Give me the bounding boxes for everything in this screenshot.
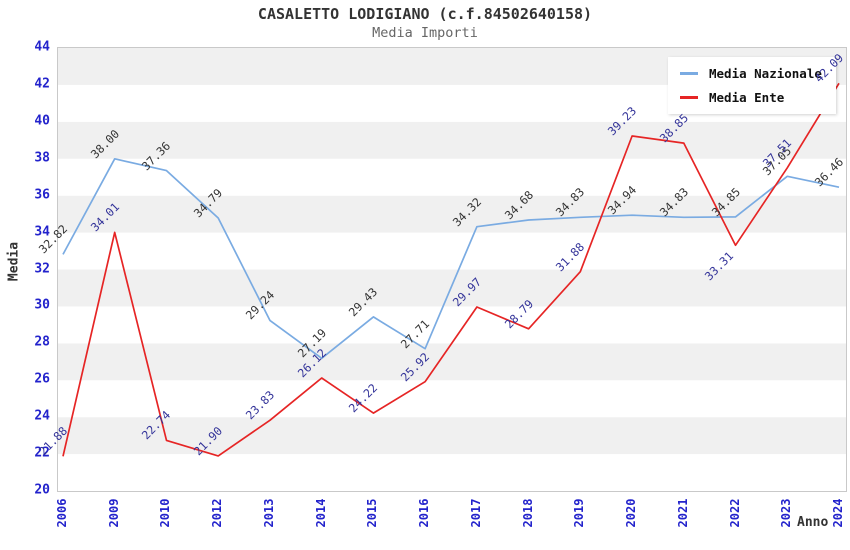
chart-subtitle: Media Importi <box>372 25 478 41</box>
x-tick-label: 2009 <box>106 498 121 528</box>
x-tick-label: 2017 <box>468 498 483 528</box>
y-axis-title: Media <box>6 241 22 282</box>
y-tick-label: 36 <box>34 187 50 203</box>
y-tick-label: 26 <box>34 371 50 387</box>
y-tick-label: 34 <box>34 224 50 240</box>
x-tick-label: 2018 <box>520 498 535 528</box>
grid-band <box>58 454 846 491</box>
x-tick-label: 2014 <box>313 498 328 528</box>
plot-area <box>57 47 847 492</box>
grid-band <box>58 158 846 196</box>
y-tick-label: 28 <box>34 334 50 350</box>
y-tick-label: 38 <box>34 150 50 166</box>
grid-band <box>58 417 846 455</box>
x-tick-label: 2023 <box>779 498 794 528</box>
x-tick-label: 2006 <box>55 498 69 528</box>
x-tick-label: 2013 <box>261 498 276 528</box>
grid-band <box>58 232 846 270</box>
x-axis-title: Anno <box>797 515 829 530</box>
media-ente-swatch <box>680 96 698 99</box>
legend: Media Nazionale Media Ente <box>668 57 836 114</box>
media-ente-line <box>62 82 840 457</box>
y-tick-label: 42 <box>34 76 50 92</box>
grid-band <box>58 195 846 233</box>
legend-item-media-nazionale: Media Nazionale <box>680 66 822 81</box>
y-tick-label: 24 <box>34 408 50 424</box>
x-tick-label: 2015 <box>365 498 380 528</box>
x-tick-label: 2016 <box>417 498 432 528</box>
plot-canvas <box>58 48 846 491</box>
y-tick-label: 44 <box>34 39 50 55</box>
media-ente-label: Media Ente <box>709 90 785 105</box>
media-nazionale-swatch <box>680 72 698 75</box>
y-tick-label: 30 <box>34 297 50 313</box>
x-tick-label: 2012 <box>210 498 225 528</box>
x-tick-label: 2024 <box>831 498 845 528</box>
y-tick-label: 32 <box>34 261 50 276</box>
y-tick-label: 22 <box>34 445 50 461</box>
legend-item-media-ente: Media Ente <box>680 90 822 105</box>
x-tick-label: 2022 <box>727 498 742 528</box>
x-tick-label: 2021 <box>675 498 690 528</box>
x-tick-label: 2010 <box>158 498 173 528</box>
y-tick-label: 20 <box>34 482 50 498</box>
y-tick-label: 40 <box>34 113 50 129</box>
x-tick-label: 2020 <box>624 498 639 528</box>
chart-title: CASALETTO LODIGIANO (c.f.84502640158) <box>257 5 593 23</box>
grid-band <box>58 121 846 159</box>
grid-band <box>58 269 846 307</box>
grid-band <box>58 380 846 418</box>
x-tick-label: 2019 <box>572 498 587 528</box>
media-nazionale-label: Media Nazionale <box>709 66 822 81</box>
media-nazionale-line <box>62 157 840 360</box>
grid-band <box>58 343 846 381</box>
grid-band <box>58 306 846 344</box>
